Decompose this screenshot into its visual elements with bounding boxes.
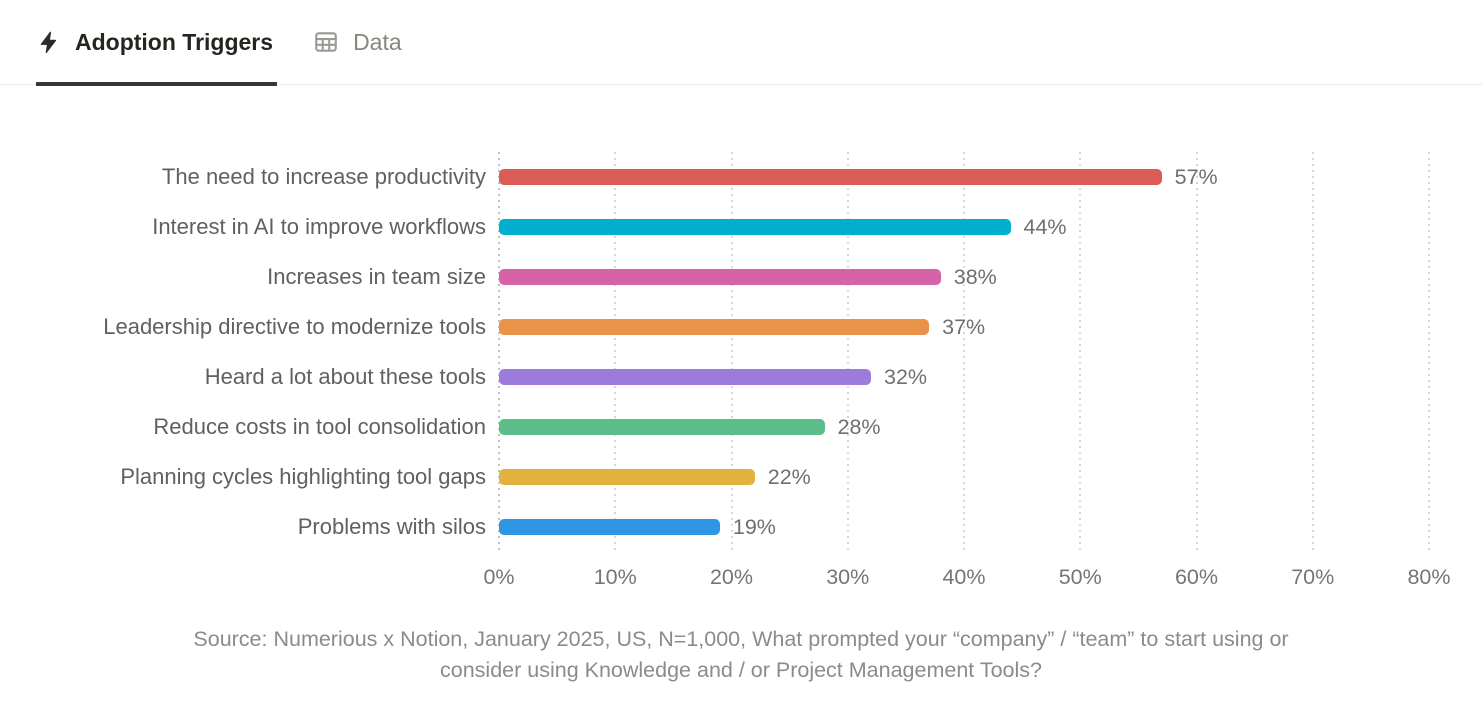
category-label: Leadership directive to modernize tools — [103, 314, 486, 339]
table-icon — [313, 29, 339, 55]
gridline — [1428, 152, 1430, 552]
source-note: Source: Numerious x Notion, January 2025… — [0, 624, 1482, 686]
bar-row: The need to increase productivity 57% — [0, 152, 1482, 202]
gridline — [846, 152, 849, 552]
category-label: The need to increase productivity — [161, 164, 486, 189]
category-label: Interest in AI to improve workflows — [152, 214, 486, 239]
category-label: Heard a lot about these tools — [204, 364, 486, 389]
gridline — [614, 152, 617, 552]
bar[interactable] — [499, 169, 1162, 185]
tab-data-label: Data — [353, 28, 402, 55]
bar[interactable] — [499, 269, 941, 285]
bar-value-label: 32% — [884, 364, 928, 389]
bar-value-label: 19% — [732, 514, 776, 539]
grid-layer — [498, 152, 1430, 552]
source-note-line-2: consider using Knowledge and / or Projec… — [440, 658, 1042, 682]
gridline — [1311, 152, 1314, 552]
bar[interactable] — [499, 219, 1011, 235]
bar-row: Interest in AI to improve workflows 44% — [0, 202, 1482, 252]
axis-zero-line — [498, 152, 500, 552]
tab-adoption-triggers-label: Adoption Triggers — [75, 28, 274, 55]
active-tab-underline — [36, 82, 278, 86]
bar[interactable] — [499, 369, 871, 385]
bar-row: Reduce costs in tool consolidation 28% — [0, 402, 1482, 452]
gridline — [730, 152, 733, 552]
x-axis-tick: 20% — [709, 565, 754, 589]
bar-value-label: 57% — [1174, 164, 1218, 189]
bar-track: 19% — [499, 515, 1429, 540]
bar[interactable] — [499, 419, 825, 435]
x-axis-tick: 70% — [1291, 565, 1335, 589]
category-label: Increases in team size — [267, 264, 486, 289]
tab-adoption-triggers[interactable]: Adoption Triggers — [36, 0, 278, 86]
category-label: Reduce costs in tool consolidation — [153, 414, 486, 439]
x-axis-tick: 40% — [942, 565, 986, 589]
bar-track: 57% — [499, 165, 1429, 190]
bar-track: 44% — [499, 215, 1429, 240]
bar-value-label: 38% — [953, 264, 997, 289]
bar[interactable] — [499, 469, 755, 485]
bar-track: 28% — [499, 415, 1429, 440]
adoption-triggers-bar-chart: The need to increase productivity 57% In… — [0, 152, 1482, 594]
gridline — [1079, 152, 1082, 552]
bar-row: Planning cycles highlighting tool gaps 2… — [0, 452, 1482, 502]
source-note-line-1: Source: Numerious x Notion, January 2025… — [193, 627, 1289, 651]
lightning-bolt-icon — [36, 30, 61, 55]
bar-row: Problems with silos 19% — [0, 502, 1482, 552]
gridline — [963, 152, 965, 552]
tab-data[interactable]: Data — [313, 0, 406, 84]
bar-row: Leadership directive to modernize tools … — [0, 302, 1482, 352]
bar-track: 38% — [499, 265, 1429, 290]
bar-value-label: 44% — [1023, 214, 1067, 239]
bar-value-label: 28% — [837, 414, 881, 439]
bar-track: 37% — [499, 315, 1429, 340]
bar-row: Heard a lot about these tools 32% — [0, 352, 1482, 402]
tab-bar: Adoption Triggers Data — [0, 0, 1482, 86]
x-axis-tick: 60% — [1174, 565, 1219, 589]
plot-area: The need to increase productivity 57% In… — [0, 152, 1482, 552]
x-axis-tick: 0% — [483, 565, 515, 589]
bar-value-label: 37% — [942, 314, 986, 339]
bar-row: Increases in team size 38% — [0, 252, 1482, 302]
bar[interactable] — [499, 519, 720, 535]
category-label: Problems with silos — [297, 514, 486, 539]
x-axis-tick: 80% — [1407, 565, 1451, 589]
bar-track: 32% — [499, 365, 1429, 390]
x-axis: 0% 10% 20% 30% 40% 50% 60% 70% 80% — [483, 552, 1450, 594]
x-axis-tick: 50% — [1058, 565, 1102, 589]
bar-value-label: 22% — [767, 464, 811, 489]
x-axis-tick: 30% — [826, 565, 870, 589]
bar-track: 22% — [499, 465, 1429, 490]
bar[interactable] — [499, 319, 930, 335]
x-axis-tick: 10% — [593, 565, 637, 589]
category-label: Planning cycles highlighting tool gaps — [120, 464, 486, 489]
gridline — [1195, 152, 1198, 552]
